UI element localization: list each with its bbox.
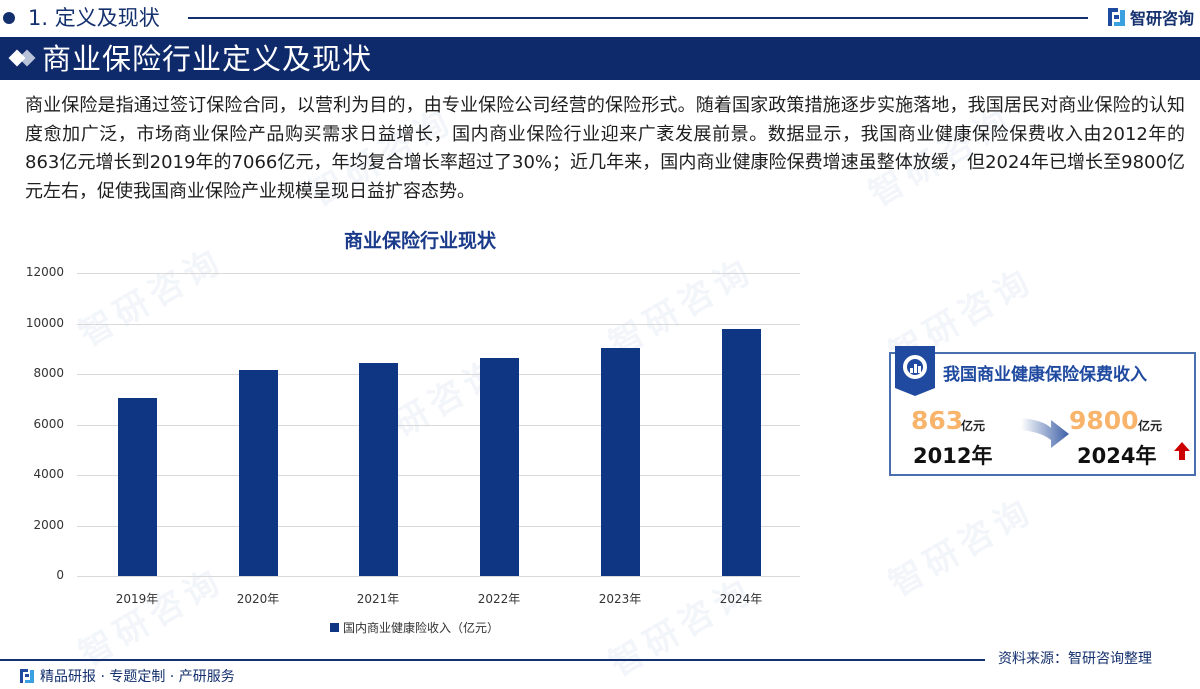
bullet-dot-icon (3, 12, 15, 24)
gridline (77, 323, 800, 325)
section-header: 1. 定义及现状 智研咨询 (0, 0, 1200, 36)
section-title: 1. 定义及现状 (28, 6, 160, 30)
info-title: 我国商业健康保险保费收入 (943, 365, 1147, 385)
bar (479, 357, 519, 576)
y-tick-label: 0 (56, 568, 64, 582)
y-tick-label: 4000 (33, 467, 64, 481)
x-tick-label: 2020年 (236, 592, 280, 606)
up-arrow-icon (1174, 442, 1190, 460)
y-tick-label: 6000 (33, 416, 64, 431)
from-unit: 亿元 (961, 419, 986, 433)
watermark: 智研咨询 (882, 490, 1042, 605)
gridline (77, 374, 800, 375)
legend-label: 国内商业健康险收入（亿元） (343, 621, 500, 635)
x-tick-label: 2022年 (477, 592, 521, 606)
from-year: 2012年 (913, 444, 993, 468)
x-tick-label: 2019年 (115, 592, 159, 606)
y-tick-label: 8000 (33, 366, 64, 380)
x-tick-label: 2024年 (719, 592, 763, 606)
chart-badge-icon (895, 346, 935, 396)
diamond-icon (7, 49, 37, 67)
chart-plot-area (77, 273, 800, 577)
bar (600, 347, 640, 576)
gridline (77, 273, 800, 274)
x-tick-label: 2023年 (598, 592, 642, 606)
chart-legend: 国内商业健康险收入（亿元） (330, 619, 499, 636)
bar (238, 369, 278, 576)
to-value: 9800 (1069, 406, 1139, 435)
brand-logo-icon (1108, 8, 1126, 26)
brand-logo-icon (20, 669, 35, 683)
bar (721, 328, 761, 576)
bar (358, 362, 398, 576)
y-tick-label: 12000 (25, 265, 64, 279)
brand-name: 智研咨询 (1130, 9, 1195, 28)
y-tick-label: 2000 (33, 517, 64, 532)
bar (117, 397, 157, 576)
description-paragraph: 商业保险是指通过签订保险合同，以营利为目的，由专业保险公司经营的保险形式。随着国… (25, 95, 1185, 202)
to-year: 2024年 (1077, 444, 1157, 468)
x-tick-label: 2021年 (356, 592, 400, 606)
footer-divider (0, 659, 985, 661)
chart-title: 商业保险行业现状 (343, 230, 496, 252)
gridline (77, 475, 800, 476)
footer-tagline-text: 精品研报 · 专题定制 · 产研服务 (40, 669, 235, 685)
title-banner: 商业保险行业定义及现状 (0, 37, 1200, 80)
info-box: 我国商业健康保险保费收入 863 亿元 2012年 9800 亿元 2024年 (889, 346, 1196, 476)
legend-swatch (330, 623, 339, 632)
footer-tagline: 精品研报 · 专题定制 · 产研服务 (20, 666, 235, 686)
to-unit: 亿元 (1138, 419, 1163, 433)
brand-logo: 智研咨询 (1108, 5, 1194, 29)
from-value: 863 (911, 406, 964, 435)
gridline (77, 424, 800, 426)
right-arrow-icon (1021, 418, 1069, 448)
gridline (77, 525, 800, 527)
divider (188, 17, 1088, 19)
gridline (77, 576, 800, 577)
watermark: 智研咨询 (602, 570, 762, 685)
page-title: 商业保险行业定义及现状 (42, 42, 373, 76)
y-tick-label: 10000 (25, 315, 64, 330)
source-note: 资料来源：智研咨询整理 (998, 651, 1152, 667)
